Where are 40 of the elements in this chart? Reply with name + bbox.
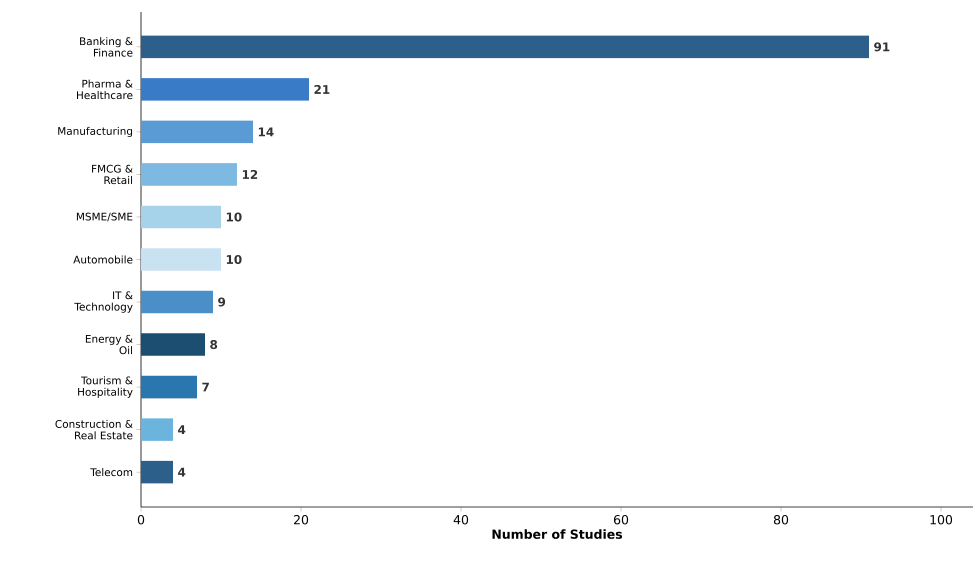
y-tick-label: FMCG & Retail: [92, 164, 133, 184]
bar: [141, 36, 870, 58]
y-tick-label: Pharma & Healthcare: [77, 80, 133, 100]
bar: [141, 333, 206, 356]
y-tick-label: MSME/SME: [76, 212, 132, 222]
data-label: 4: [178, 468, 186, 476]
bar: [141, 206, 222, 228]
data-label: 14: [258, 128, 274, 136]
x-tick-label: 100: [930, 515, 952, 524]
data-label: 21: [314, 84, 330, 94]
data-label: 8: [210, 340, 218, 350]
x-tick-label: 60: [614, 515, 628, 524]
bar: [141, 460, 174, 484]
bar: [141, 290, 214, 314]
bar: [141, 418, 174, 441]
x-axis-title: Number of Studies: [492, 529, 622, 539]
data-label: 4: [178, 425, 186, 434]
y-tick-label: Telecom: [90, 468, 132, 476]
data-label: 91: [874, 42, 890, 52]
data-label: 10: [226, 254, 242, 264]
data-label: 7: [202, 382, 209, 392]
y-tick-label: Construction & Real Estate: [55, 420, 133, 440]
x-tick-label: 0: [138, 515, 144, 524]
data-label: 10: [226, 212, 242, 222]
data-label: 12: [242, 170, 258, 179]
data-label: 9: [218, 298, 226, 307]
y-tick-label: IT & Technology: [74, 291, 133, 313]
y-tick-label: Energy & Oil: [86, 334, 133, 354]
y-tick-label: Automobile: [73, 255, 132, 264]
y-tick-label: Banking & Finance: [80, 37, 133, 57]
bar: [141, 248, 222, 271]
y-tick-label: Manufacturing: [58, 126, 132, 137]
bar: [141, 163, 238, 186]
bar: [141, 120, 254, 144]
x-tick-label: 20: [294, 515, 308, 524]
bar: [141, 376, 198, 398]
y-tick-label: Tourism & Hospitality: [78, 376, 133, 398]
bar: [141, 78, 310, 101]
x-tick-label: 40: [454, 515, 468, 524]
x-tick-label: 80: [774, 515, 788, 524]
